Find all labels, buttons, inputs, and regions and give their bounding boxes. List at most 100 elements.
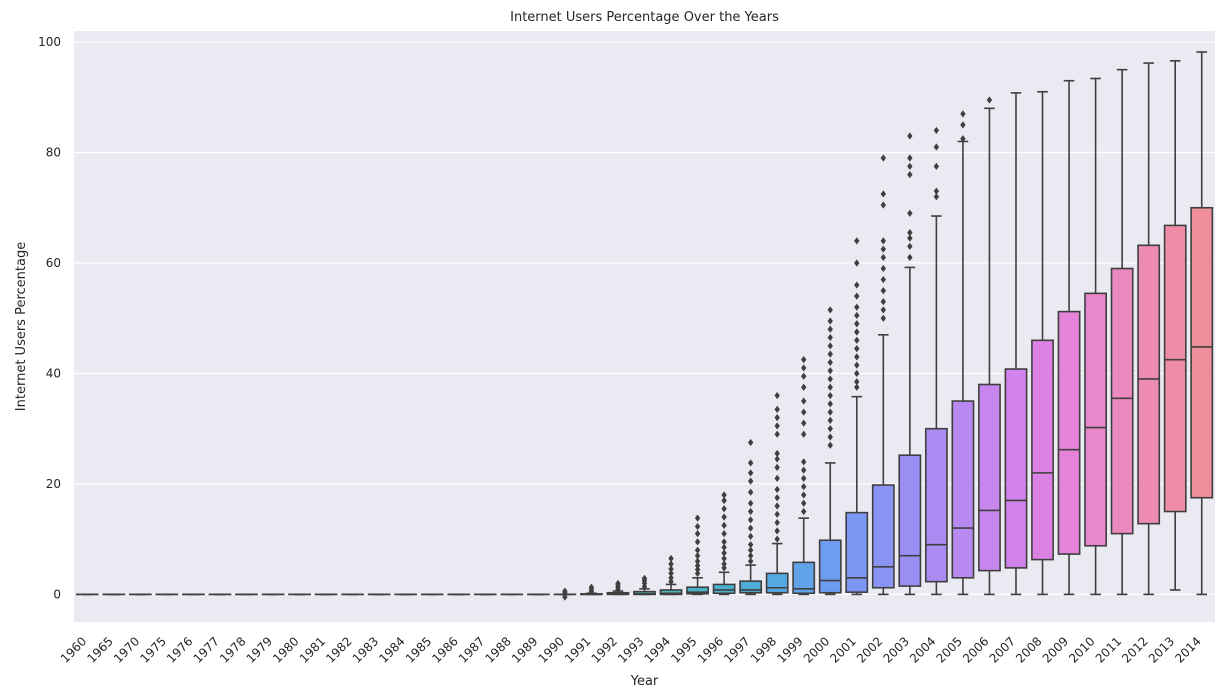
x-tick-label: 2009 — [1040, 634, 1071, 665]
outlier-point — [933, 143, 940, 151]
box-iqr — [1004, 368, 1028, 569]
outlier-point — [774, 430, 780, 438]
x-tick-label: 1996 — [695, 634, 726, 665]
box-1993 — [633, 574, 656, 596]
x-tick-label: 1970 — [111, 634, 142, 665]
box-iqr — [1057, 310, 1081, 555]
outlier-point — [747, 516, 754, 524]
box-iqr — [792, 561, 816, 595]
outlier-point — [562, 593, 568, 601]
outlier-point — [774, 474, 780, 482]
box-iqr — [898, 454, 922, 587]
outlier-point — [827, 433, 833, 441]
box-1995 — [686, 514, 709, 596]
outlier-point — [747, 438, 754, 447]
box-iqr — [739, 580, 763, 594]
y-tick-label: 0 — [53, 587, 61, 601]
outlier-point — [668, 569, 674, 577]
box-2011 — [1110, 68, 1134, 596]
outlier-point — [721, 564, 727, 572]
outlier-point — [854, 336, 860, 344]
outlier-point — [774, 463, 780, 471]
outlier-point — [774, 414, 780, 422]
x-tick-label: 1995 — [668, 634, 699, 665]
box-1991 — [580, 583, 603, 596]
x-tick-label: 1982 — [323, 634, 354, 665]
outlier-point — [801, 499, 807, 507]
x-tick-label: 1992 — [589, 634, 620, 665]
outlier-point — [827, 375, 833, 383]
box-2004 — [924, 126, 948, 596]
outlier-point — [747, 546, 754, 554]
outlier-point — [615, 579, 621, 587]
outlier-point — [907, 209, 913, 217]
outlier-point — [562, 587, 568, 595]
outlier-point — [801, 383, 807, 391]
outlier-point — [747, 524, 754, 532]
outlier-point — [801, 430, 807, 438]
outlier-point — [933, 126, 940, 135]
outlier-point — [854, 292, 860, 300]
y-tick-label: 80 — [46, 146, 61, 160]
x-tick-label: 1984 — [376, 634, 407, 665]
outlier-point — [721, 530, 727, 538]
x-tick-label: 2004 — [907, 634, 938, 665]
outlier-point — [880, 314, 887, 322]
box-2013 — [1163, 60, 1187, 591]
x-tick-label: 2010 — [1066, 634, 1097, 665]
outlier-point — [880, 190, 887, 198]
outlier-point — [827, 391, 833, 400]
outlier-point — [721, 491, 727, 499]
x-tick-label: 1979 — [244, 634, 275, 665]
outlier-point — [694, 552, 701, 560]
x-tick-label: 1965 — [84, 634, 115, 665]
outlier-point — [907, 242, 913, 251]
x-tick-label: 1985 — [403, 634, 434, 665]
outlier-point — [880, 286, 887, 295]
outlier-point — [774, 455, 780, 463]
outlier-point — [668, 560, 674, 568]
x-tick-label: 1981 — [297, 634, 328, 665]
box-iqr — [951, 400, 975, 579]
outlier-point — [854, 259, 860, 267]
box-iqr — [818, 539, 842, 594]
outlier-point — [721, 505, 727, 513]
outlier-point — [694, 565, 701, 574]
outlier-point — [774, 449, 780, 458]
x-tick-label: 1997 — [721, 634, 752, 665]
outlier-point — [668, 565, 674, 573]
outlier-point — [774, 422, 780, 430]
outlier-point — [747, 541, 754, 549]
x-tick-label: 1987 — [456, 634, 487, 665]
outlier-point — [827, 342, 833, 350]
box-iqr — [712, 583, 736, 595]
x-tick-label: 1989 — [509, 634, 540, 665]
outlier-point — [907, 229, 913, 237]
outlier-point — [880, 154, 887, 162]
y-tick-label: 60 — [46, 256, 61, 270]
box-series — [75, 51, 1214, 601]
outlier-point — [721, 538, 727, 546]
outlier-point — [907, 234, 913, 242]
x-tick-label: 1986 — [429, 634, 460, 665]
box-iqr — [765, 572, 789, 594]
outlier-point — [854, 303, 860, 311]
outlier-point — [827, 333, 833, 342]
outlier-point — [827, 425, 833, 433]
box-2012 — [1137, 62, 1161, 596]
x-tick-label: 2003 — [880, 634, 911, 665]
outlier-point — [827, 350, 833, 358]
x-tick-label: 2000 — [801, 634, 832, 665]
outlier-point — [880, 201, 887, 209]
outlier-point — [721, 543, 727, 552]
outlier-point — [801, 356, 807, 364]
y-axis: 0 20 40 60 80 100 — [38, 35, 61, 601]
outlier-point — [774, 485, 780, 494]
x-axis-label: Year — [630, 674, 659, 689]
box-iqr — [1110, 267, 1134, 535]
outlier-point — [774, 518, 780, 527]
outlier-point — [747, 532, 754, 540]
x-tick-label: 1999 — [774, 634, 805, 665]
chart-title: Internet Users Percentage Over the Years — [510, 10, 779, 25]
